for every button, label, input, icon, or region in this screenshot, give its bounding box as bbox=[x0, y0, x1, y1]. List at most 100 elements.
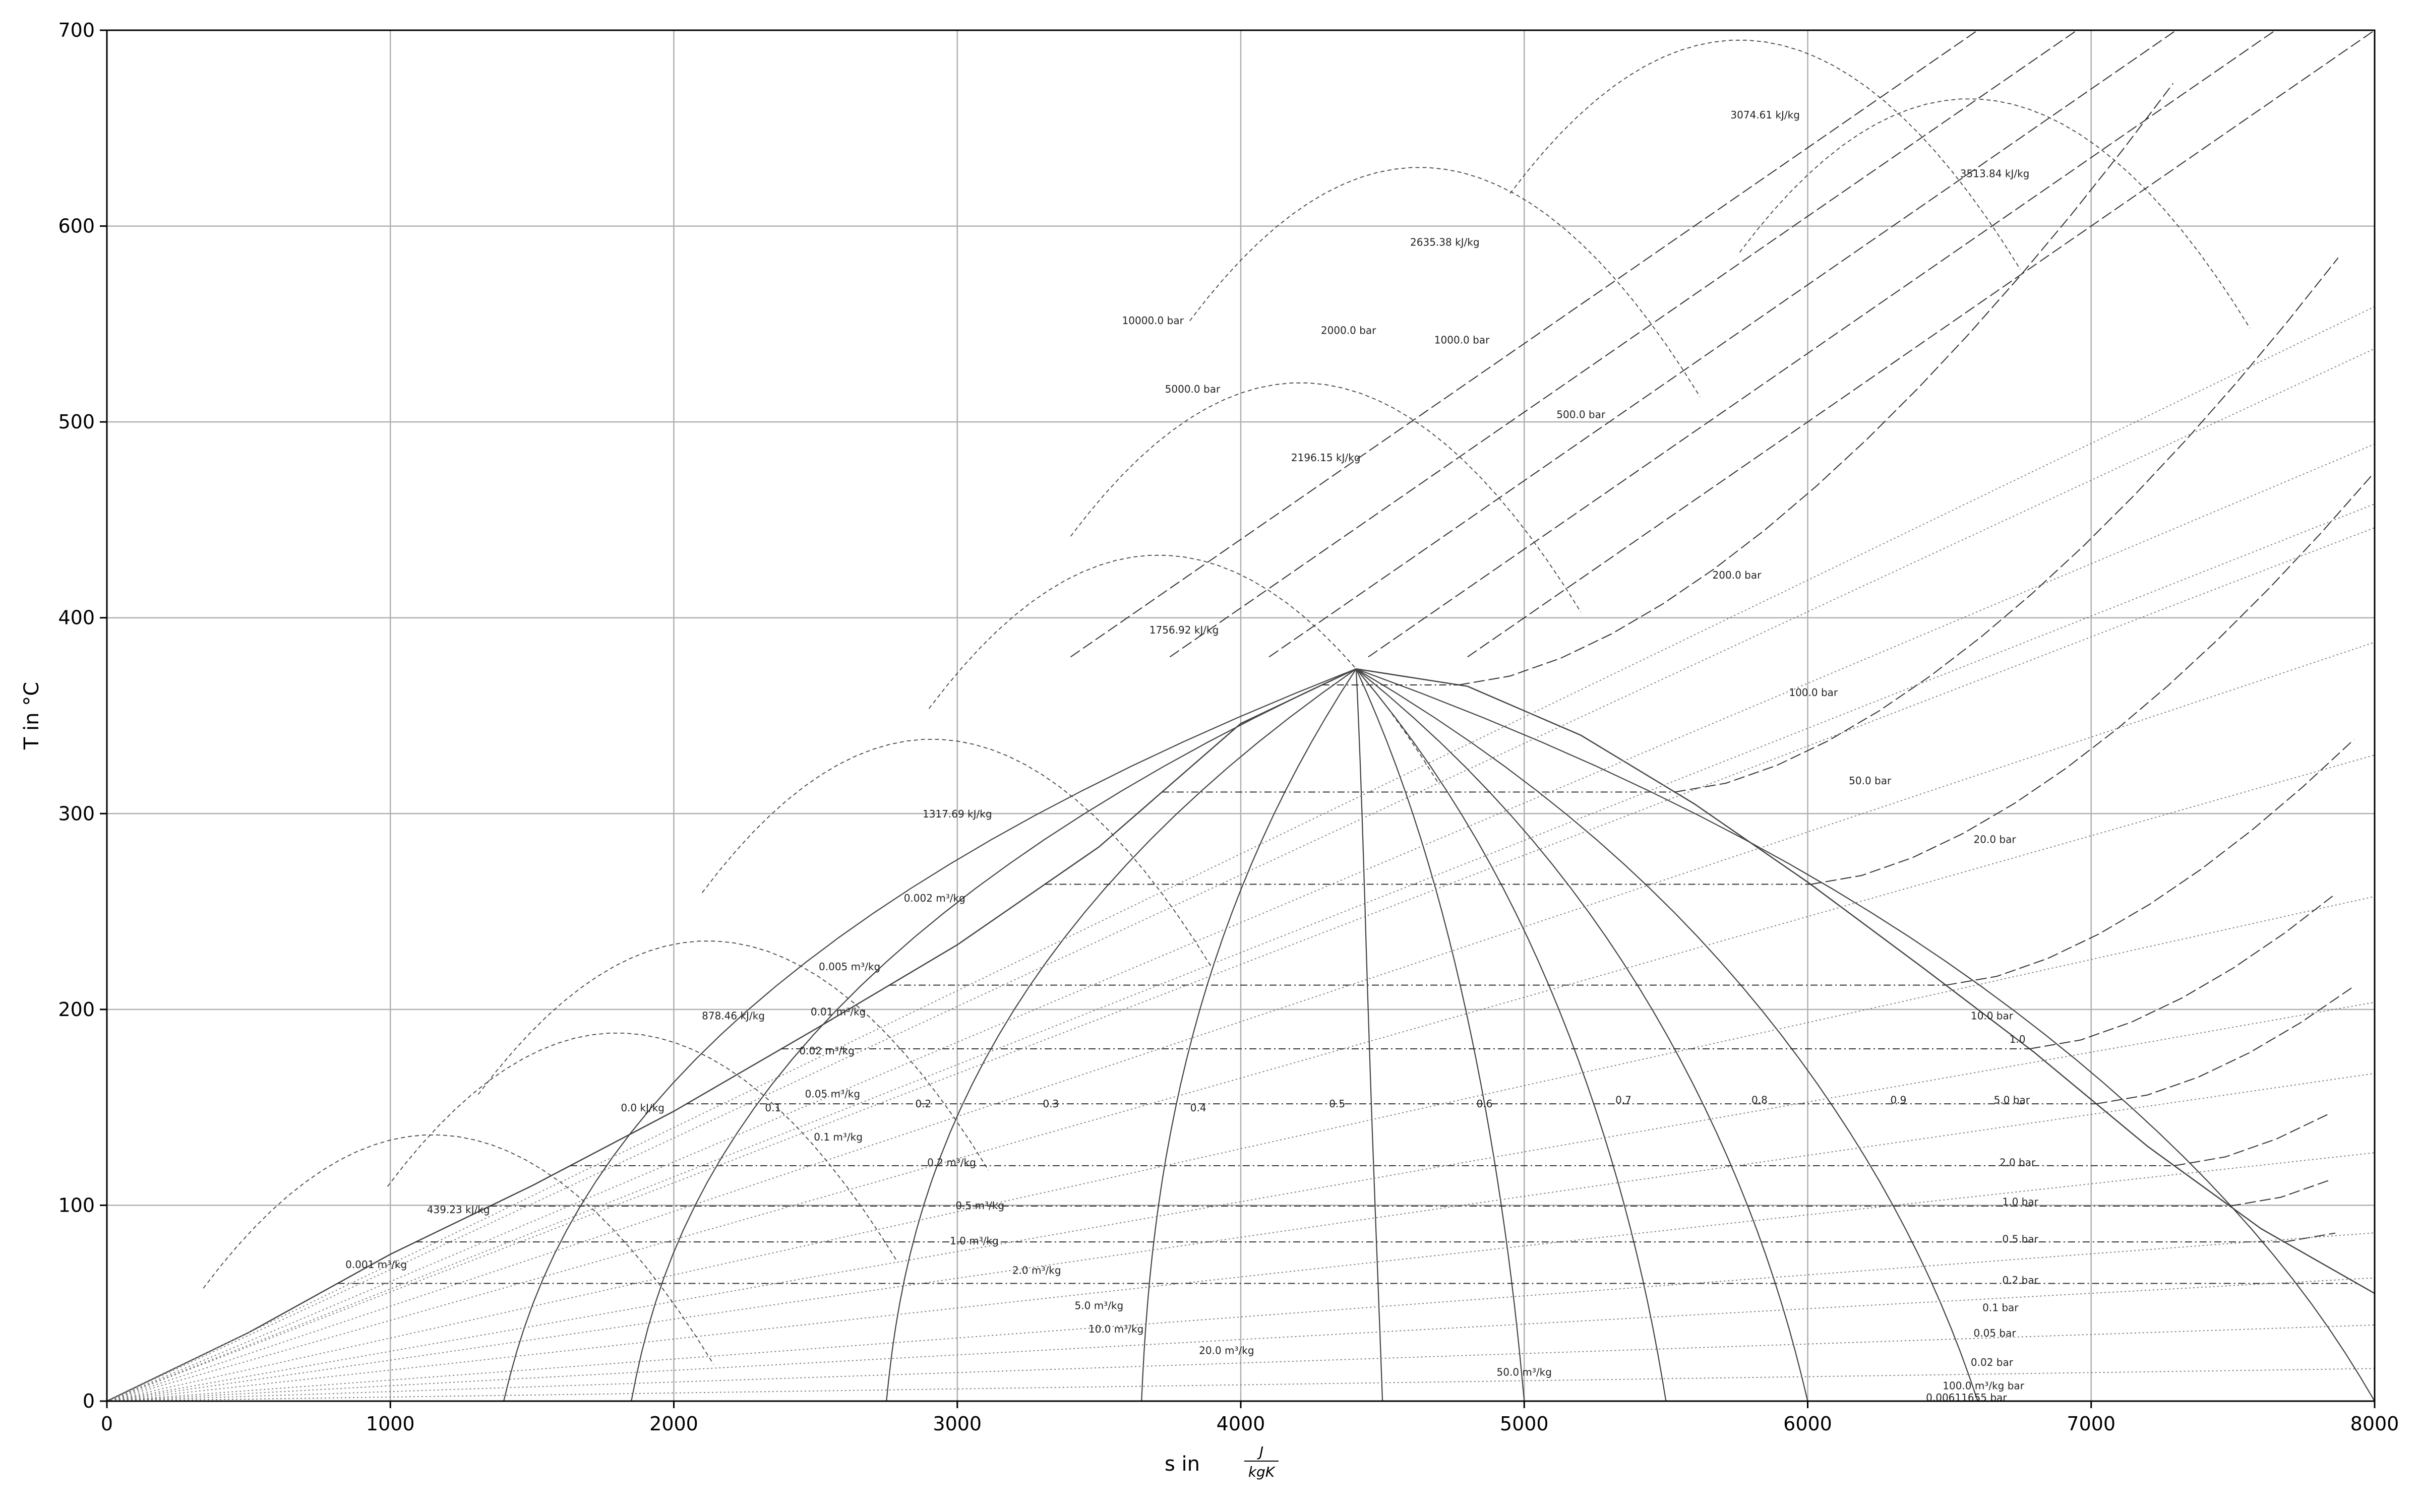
quality-label: 0.7 bbox=[1615, 1094, 1631, 1106]
isobar-label: 100.0 bar bbox=[1789, 686, 1838, 699]
quality-label: 0.8 bbox=[1751, 1094, 1768, 1106]
isobar-label: 0.5 bar bbox=[2003, 1233, 2039, 1245]
y-axis-label: T in °C bbox=[20, 682, 43, 750]
isochore-line bbox=[106, 444, 2375, 1402]
y-tick-label: 300 bbox=[58, 802, 95, 825]
isenthalp-label: 439.23 kJ/kg bbox=[427, 1204, 490, 1216]
isochore-label: 0.001 m³/kg bbox=[345, 1258, 407, 1271]
isochore-label: 0.005 m³/kg bbox=[819, 961, 880, 973]
isochore-label: 5.0 m³/kg bbox=[1075, 1299, 1124, 1311]
quality-label: 0.5 bbox=[1329, 1098, 1345, 1110]
isochore-lines bbox=[106, 306, 2375, 1402]
isobar-label: 10.0 bar bbox=[1971, 1010, 2014, 1022]
x-axis-unit-denominator: kgK bbox=[1248, 1464, 1276, 1480]
y-tick-label: 200 bbox=[58, 998, 95, 1021]
isenthalp-line bbox=[1739, 98, 2251, 329]
isobar-label: 5000.0 bar bbox=[1165, 383, 1221, 395]
isenthalp-label: 2196.15 kJ/kg bbox=[1291, 452, 1361, 464]
isochore-line bbox=[106, 1001, 2375, 1402]
isobar-label: 0.1 bar bbox=[1982, 1301, 2019, 1313]
quality-line bbox=[1355, 668, 1525, 1402]
quality-line bbox=[1356, 668, 1808, 1402]
isochore-label: 0.05 m³/kg bbox=[805, 1088, 860, 1100]
isochore-line bbox=[106, 1073, 2375, 1402]
quality-line bbox=[503, 668, 1357, 1402]
isobar-label: 50.0 bar bbox=[1849, 775, 1892, 787]
isochore-label: 50.0 m³/kg bbox=[1497, 1366, 1552, 1378]
quality-label: 0.9 bbox=[1891, 1094, 1907, 1106]
isobar-label: 2.0 bar bbox=[2000, 1157, 2036, 1169]
isochore-line bbox=[106, 1368, 2375, 1402]
quality-label: 0.1 bbox=[765, 1102, 781, 1114]
isochore-label: 20.0 m³/kg bbox=[1199, 1345, 1254, 1357]
isenthalp-line bbox=[1509, 39, 2021, 270]
isenthalp-line bbox=[928, 554, 1440, 785]
isochore-label: 0.2 m³/kg bbox=[927, 1157, 976, 1169]
isenthalp-line bbox=[1070, 382, 1582, 613]
isochore-line bbox=[106, 1152, 2375, 1402]
y-tick-label: 0 bbox=[83, 1390, 95, 1412]
isochore-line bbox=[106, 1277, 2375, 1402]
isenthalp-label: 3513.84 kJ/kg bbox=[1960, 167, 2030, 179]
quality-label: 0.2 bbox=[915, 1098, 931, 1110]
isochore-line bbox=[106, 348, 2375, 1402]
quality-label: 1.0 bbox=[2010, 1033, 2026, 1045]
isochore-line bbox=[106, 896, 2375, 1402]
y-tick-label: 500 bbox=[58, 411, 95, 433]
quality-line bbox=[1355, 669, 1383, 1402]
isenthalp-label: 2635.38 kJ/kg bbox=[1410, 236, 1480, 248]
x-tick-label: 3000 bbox=[933, 1413, 982, 1435]
isenthalp-line bbox=[387, 1033, 898, 1263]
isochore-label: 0.5 m³/kg bbox=[955, 1200, 1004, 1212]
isochore-label: 2.0 m³/kg bbox=[1012, 1264, 1061, 1276]
isenthalp-label: 1317.69 kJ/kg bbox=[923, 808, 992, 820]
isobar-superheated bbox=[1810, 475, 2373, 885]
isobar-supercritical bbox=[1169, 30, 2078, 658]
quality-line bbox=[886, 668, 1357, 1402]
isochore-line bbox=[106, 306, 2375, 1402]
isobar-superheated bbox=[2029, 893, 2336, 1049]
quality-label: 0.3 bbox=[1043, 1098, 1059, 1110]
quality-line bbox=[631, 668, 1357, 1402]
quality-line bbox=[1355, 668, 1667, 1402]
isochore-label: 0.02 m³/kg bbox=[799, 1045, 854, 1057]
isochore-line bbox=[106, 503, 2375, 1402]
isenthalp-line bbox=[1189, 167, 1701, 397]
isobar-superheated bbox=[2096, 987, 2352, 1105]
quality-label: 0.6 bbox=[1477, 1098, 1493, 1110]
x-tick-label: 5000 bbox=[1500, 1413, 1549, 1435]
quality-line bbox=[1356, 668, 1978, 1402]
y-tick-label: 600 bbox=[58, 215, 95, 237]
x-axis-label: s in bbox=[1165, 1453, 1200, 1476]
isochore-line bbox=[106, 527, 2375, 1402]
isobar-superheated bbox=[1946, 739, 2354, 986]
isobar-label: 5.0 bar bbox=[1994, 1094, 2030, 1106]
y-tick-label: 400 bbox=[58, 607, 95, 629]
isenthalp-lines bbox=[203, 39, 2251, 1365]
isobar-label: 500.0 bar bbox=[1556, 408, 1606, 420]
isenthalp-label: 878.46 kJ/kg bbox=[702, 1010, 765, 1022]
isobar-supercritical bbox=[1070, 30, 1978, 658]
isobar-label: 1.0 bar bbox=[2003, 1195, 2039, 1208]
isochore-line bbox=[106, 642, 2375, 1402]
isenthalp-label: 3074.61 kJ/kg bbox=[1730, 109, 1800, 121]
isobar-lines bbox=[337, 30, 2375, 1284]
isobar-label: 20.0 bar bbox=[1974, 834, 2017, 846]
isenthalp-line bbox=[203, 1135, 714, 1365]
y-tick-label: 700 bbox=[58, 19, 95, 41]
isochore-label: 0.1 m³/kg bbox=[814, 1131, 863, 1143]
saturated-vapor-line bbox=[1356, 668, 2375, 1294]
isenthalp-label: 1756.92 kJ/kg bbox=[1150, 624, 1219, 636]
isobar-supercritical bbox=[1268, 30, 2176, 658]
isobar-label: 0.05 bar bbox=[1974, 1327, 2017, 1339]
isobar-label: 10000.0 bar bbox=[1122, 314, 1184, 327]
isochore-label: 0.002 m³/kg bbox=[904, 892, 965, 904]
isobar-label: 0.02 bar bbox=[1971, 1356, 2014, 1368]
isochore-label: 10.0 m³/kg bbox=[1088, 1323, 1143, 1335]
isobar-superheated bbox=[1674, 257, 2339, 793]
x-tick-label: 8000 bbox=[2350, 1413, 2399, 1435]
isobar-label: 1000.0 bar bbox=[1434, 334, 1490, 346]
isobar-supercritical bbox=[1467, 30, 2375, 658]
